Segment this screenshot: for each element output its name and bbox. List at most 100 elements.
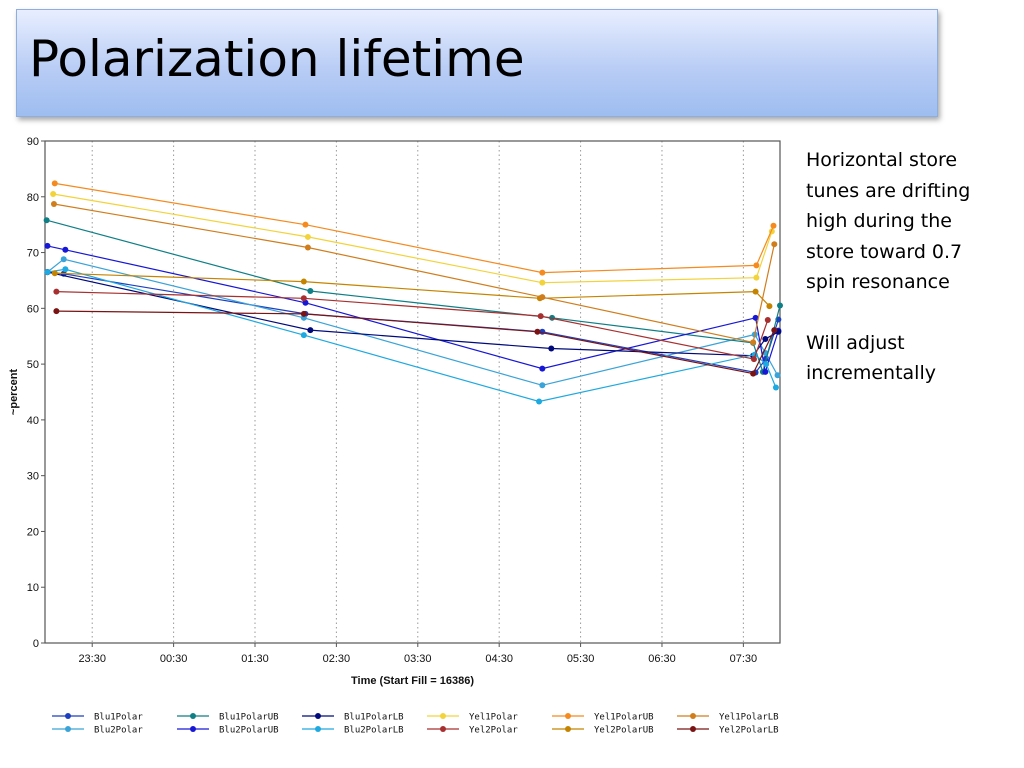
legend-label: Yel1Polar [469, 713, 518, 723]
legend-item-Yel2PolarLB: Yel2PolarLB [677, 726, 779, 736]
y-tick-label: 50 [27, 359, 39, 371]
legend-item-Blu2Polar: Blu2Polar [52, 726, 143, 736]
data-point [539, 294, 546, 301]
data-point [766, 303, 773, 310]
data-point [750, 370, 757, 377]
data-point [750, 356, 757, 363]
legend-item-Blu1PolarLB: Blu1PolarLB [302, 713, 404, 723]
data-point [53, 288, 60, 295]
legend-label: Yel1PolarUB [594, 713, 654, 723]
legend-item-Blu2PolarUB: Blu2PolarUB [177, 726, 279, 736]
y-tick-label: 10 [27, 582, 39, 594]
x-tick-label: 02:30 [323, 653, 351, 665]
y-tick-label: 0 [33, 638, 39, 650]
data-point [539, 365, 546, 372]
series-Yel2PolarLB [53, 308, 778, 377]
data-point [43, 217, 50, 224]
polarization-chart: 0 10 20 30 40 50 60 70 80 90 23:30 00:30 01:30 02:30… [8, 136, 783, 736]
data-point [304, 233, 311, 240]
series-Blu1PolarLB [44, 269, 782, 359]
data-point [62, 246, 69, 253]
legend-label: Blu2Polar [94, 726, 143, 736]
legend-item-Yel1PolarLB: Yel1PolarLB [677, 713, 779, 723]
legend-swatch-dot [315, 726, 321, 732]
data-point [50, 201, 57, 208]
slide-title: Polarization lifetime [29, 30, 525, 88]
series-Blu2PolarLB [44, 266, 779, 405]
note-tune-drift: Horizontal store tunes are drifting high… [806, 149, 971, 293]
legend-swatch-dot [440, 713, 446, 719]
plot-frame [44, 140, 781, 644]
legend-swatch-dot [65, 713, 71, 719]
y-tick-label: 80 [27, 192, 39, 204]
data-point [300, 295, 307, 302]
legend-swatch-dot [690, 726, 696, 732]
data-point [307, 327, 314, 334]
legend-label: Blu1PolarLB [344, 713, 404, 723]
x-tick-label: 03:30 [404, 653, 432, 665]
data-point [752, 314, 759, 321]
x-tick-label: 04:30 [485, 653, 513, 665]
x-axis: 23:30 00:30 01:30 02:30 03:30 04:30 05:30 06:30… [78, 643, 757, 665]
data-point [536, 398, 543, 405]
legend-label: Blu1Polar [94, 713, 143, 723]
data-point [763, 361, 770, 368]
data-point [62, 266, 69, 273]
legend-label: Blu2PolarUB [219, 726, 279, 736]
legend-swatch-dot [565, 713, 571, 719]
x-tick-label: 05:30 [567, 653, 595, 665]
x-tick-label: 23:30 [78, 653, 106, 665]
legend-label: Yel2PolarUB [594, 726, 654, 736]
data-point [753, 262, 760, 269]
gridlines [91, 141, 744, 643]
data-point [774, 372, 781, 379]
x-tick-label: 07:30 [730, 653, 758, 665]
legend-swatch-dot [565, 726, 571, 732]
y-tick-label: 60 [27, 303, 39, 315]
legend: Blu1Polar Blu2Polar Blu1PolarUB Blu2PolarUB… [52, 713, 779, 736]
legend-item-Blu2PolarLB: Blu2PolarLB [302, 726, 404, 736]
series-line [54, 182, 775, 274]
legend-item-Yel1Polar: Yel1Polar [427, 713, 518, 723]
legend-label: Blu1PolarUB [219, 713, 279, 723]
data-point [750, 339, 757, 346]
legend-item-Yel1PolarUB: Yel1PolarUB [552, 713, 654, 723]
data-point [770, 222, 777, 229]
legend-swatch-dot [190, 713, 196, 719]
data-point [60, 256, 67, 263]
data-point [304, 244, 311, 251]
data-point [51, 270, 58, 277]
y-tick-label: 30 [27, 471, 39, 483]
data-point [539, 269, 546, 276]
x-tick-label: 06:30 [648, 653, 676, 665]
legend-label: Blu2PolarLB [344, 726, 404, 736]
legend-swatch-dot [65, 726, 71, 732]
data-point [50, 190, 57, 197]
y-tick-label: 20 [27, 526, 39, 538]
legend-swatch-dot [690, 713, 696, 719]
data-point [764, 317, 771, 324]
series-line [56, 310, 775, 375]
data-point [300, 310, 307, 317]
series-line [46, 219, 781, 375]
data-point [771, 327, 778, 334]
side-notes: Horizontal store tunes are drifting high… [806, 145, 1006, 419]
data-point [300, 332, 307, 339]
data-point [771, 241, 778, 248]
legend-item-Yel2Polar: Yel2Polar [427, 726, 518, 736]
data-point [539, 382, 546, 389]
legend-swatch-dot [440, 726, 446, 732]
data-point [753, 274, 760, 281]
legend-swatch-dot [315, 713, 321, 719]
series-Yel1PolarLB [50, 201, 778, 346]
y-tick-label: 70 [27, 248, 39, 260]
y-axis-label: ~percent [8, 369, 20, 415]
data-point [539, 279, 546, 286]
legend-item-Yel2PolarUB: Yel2PolarUB [552, 726, 654, 736]
data-point [307, 288, 314, 295]
data-point [300, 278, 307, 285]
series-line [47, 271, 779, 357]
series-Yel1Polar [50, 190, 775, 286]
x-axis-label: Time (Start Fill = 16386) [351, 675, 474, 687]
title-banner: Polarization lifetime [16, 9, 938, 117]
